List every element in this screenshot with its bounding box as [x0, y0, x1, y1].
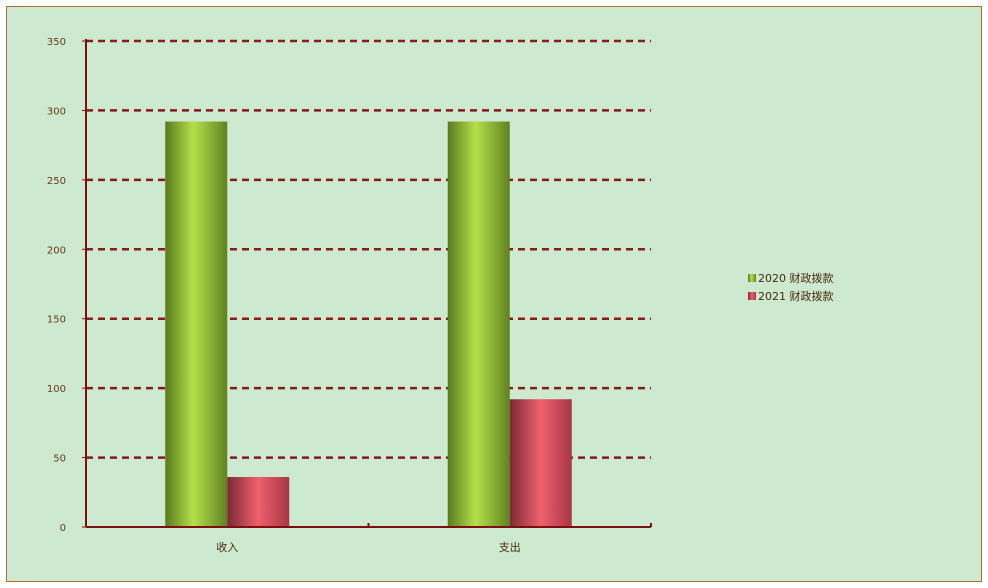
x-axis-labels: 收入 支出: [216, 540, 521, 554]
bar-chart: 0 50 100 150 200 250 300 350 收入 支出 2020 财政拨款 2021…: [47, 37, 834, 554]
bars: [165, 121, 572, 527]
bar-2021-expense: [509, 399, 572, 527]
y-tick-label: 150: [47, 315, 66, 326]
legend-swatch: [748, 292, 756, 300]
legend-label: 2020 财政拨款: [758, 271, 834, 285]
x-category-label: 支出: [499, 540, 521, 554]
y-tick-label: 100: [47, 384, 66, 395]
y-tick-label: 200: [47, 245, 66, 256]
x-category-label: 收入: [216, 540, 238, 554]
y-tick-label: 0: [60, 523, 66, 534]
legend-label: 2021 财政拨款: [758, 289, 834, 303]
y-tick-label: 50: [53, 454, 66, 465]
legend: 2020 财政拨款 2021 财政拨款: [748, 271, 834, 303]
gridlines: [86, 39, 651, 459]
chart-frame: 0 50 100 150 200 250 300 350 收入 支出 2020 财政拨款 2021…: [6, 6, 982, 582]
y-tick-label: 300: [47, 106, 66, 117]
y-axis-ticks: 0 50 100 150 200 250 300 350: [47, 37, 86, 534]
y-tick-label: 250: [47, 176, 66, 187]
bar-2021-income: [227, 477, 290, 527]
y-tick-label: 350: [47, 37, 66, 48]
bar-2020-expense: [447, 121, 510, 527]
legend-swatch: [748, 274, 756, 282]
bar-2020-income: [165, 121, 228, 527]
axes: [85, 39, 652, 528]
